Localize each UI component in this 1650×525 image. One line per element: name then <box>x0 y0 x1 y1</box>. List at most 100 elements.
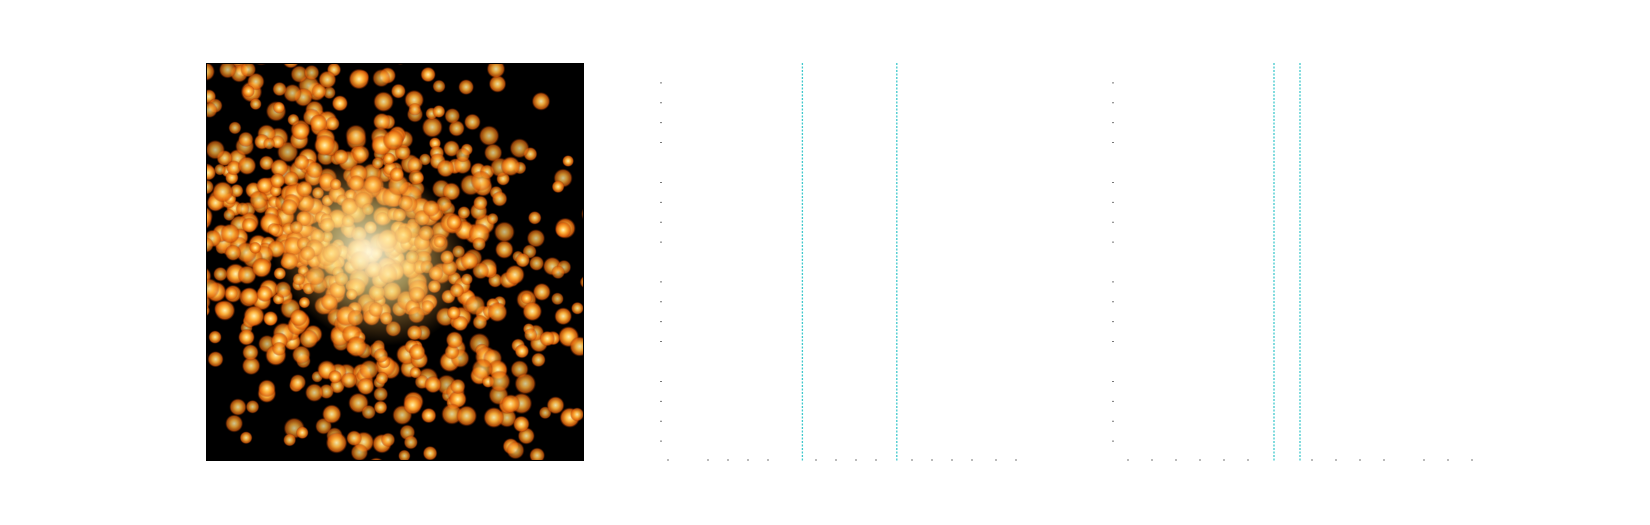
heatmap-blob <box>229 398 247 416</box>
heatmap-blob <box>570 301 583 315</box>
heatmap-blob <box>523 327 538 342</box>
heatmap-blob <box>529 447 546 460</box>
heatmap-blob <box>488 370 511 393</box>
heatmap-blob <box>403 435 418 450</box>
heatmap-blob <box>456 405 478 427</box>
heatmap-blob <box>207 101 218 119</box>
heatmap-blob <box>408 343 426 361</box>
heatmap-blob <box>512 415 530 433</box>
heatmap-blob <box>450 378 466 395</box>
heatmap-blob <box>350 443 369 460</box>
heatmap-blob <box>458 79 475 96</box>
heatmap-blob <box>242 84 255 98</box>
heatmap-blob <box>372 112 391 131</box>
heatmap-blob <box>304 383 324 402</box>
heatmap-blob <box>493 221 515 243</box>
heatmap-panel <box>206 63 584 461</box>
heatmap-blob <box>207 351 208 360</box>
heatmap-blob <box>256 285 273 303</box>
heatmap-blob <box>422 445 438 460</box>
heatmap-blob <box>213 163 226 176</box>
heatmap-blob <box>464 294 486 316</box>
heatmap-blob <box>562 155 575 167</box>
heatmap-blob <box>309 114 328 133</box>
heatmap-blob <box>242 344 259 361</box>
heatmap-blob <box>224 244 242 262</box>
heatmap-blob <box>348 68 370 90</box>
minor-ticks <box>1112 82 1473 461</box>
heatmap-blob <box>207 206 214 226</box>
heatmap-core-glow <box>270 158 470 346</box>
heatmap-blob <box>257 379 276 398</box>
heatmap-blob <box>220 223 240 244</box>
heatmap-blob <box>539 330 556 347</box>
heatmap-blob <box>531 352 546 368</box>
heatmap-blob <box>532 282 551 302</box>
heatmap-blob <box>207 237 214 253</box>
heatmap-blob <box>239 431 253 445</box>
heatmap-blob <box>262 310 279 327</box>
heatmap-blob <box>328 369 342 384</box>
heatmap-blob <box>263 137 276 150</box>
heatmap-blob <box>420 66 436 83</box>
heatmap-blob <box>293 154 310 171</box>
heatmap-blob <box>375 371 389 385</box>
heatmap-blob <box>283 83 302 103</box>
heatmap-blob <box>272 81 287 97</box>
heatmap-blob <box>432 79 446 93</box>
heatmap-blob <box>207 351 224 368</box>
heatmap-blob <box>240 287 259 306</box>
heatmap-blob <box>397 64 404 65</box>
heatmap-blob <box>554 221 572 239</box>
heatmap-blob <box>352 145 370 163</box>
heatmap-blob <box>321 404 342 424</box>
heatmap-blob <box>380 432 396 448</box>
heatmap-blob <box>226 160 242 176</box>
heatmap-blob <box>249 190 269 210</box>
heatmap-blob <box>256 177 273 194</box>
heatmap-blob <box>570 407 583 422</box>
heatmap-blob <box>218 64 237 79</box>
heatmap-blob <box>432 104 446 119</box>
heatmap-blob <box>271 341 287 356</box>
heatmap-blob <box>207 139 226 160</box>
heatmap-blob <box>298 329 319 349</box>
heatmap-blob <box>382 129 404 151</box>
heatmap-blob <box>270 158 289 178</box>
heatmap-blob <box>504 264 525 285</box>
heatmap-blob <box>506 441 525 460</box>
heatmap-blob <box>249 241 262 254</box>
heatmap-blob <box>207 278 220 300</box>
vertical-lines <box>801 63 898 461</box>
heatmap-blob <box>346 430 363 447</box>
heatmap-blob <box>318 70 337 89</box>
heatmap-blob <box>382 152 396 165</box>
heatmap-blob <box>361 404 377 420</box>
heatmap-blob <box>522 301 543 322</box>
minor-ticks <box>660 82 1017 461</box>
heatmap-blob <box>398 449 411 460</box>
heatmap-blob <box>554 307 573 326</box>
heatmap-blob <box>494 240 514 259</box>
vertical-lines <box>1273 63 1301 461</box>
heatmap-blob <box>491 190 508 207</box>
heatmap-blob <box>235 201 250 216</box>
heatmap-blob <box>478 125 500 147</box>
heatmap-blob <box>325 431 348 454</box>
heatmap-blob <box>251 257 272 278</box>
heatmap-blob <box>471 237 487 252</box>
heatmap-blob <box>514 372 537 395</box>
heatmap-blob <box>448 120 465 137</box>
heatmap-blob <box>290 65 309 84</box>
heatmap-blob <box>442 182 461 201</box>
heatmap-blob <box>356 377 375 396</box>
heatmap-blob <box>272 101 286 114</box>
heatmap-blob <box>406 156 424 174</box>
heatmap-blob <box>373 91 394 113</box>
heatmap-blob <box>225 414 244 433</box>
heatmap-blob <box>409 366 422 379</box>
line-chart-panel-3 <box>1112 63 1512 461</box>
heatmap-blob <box>463 113 481 131</box>
heatmap-blob <box>500 156 521 177</box>
heatmap-blob <box>483 143 503 163</box>
